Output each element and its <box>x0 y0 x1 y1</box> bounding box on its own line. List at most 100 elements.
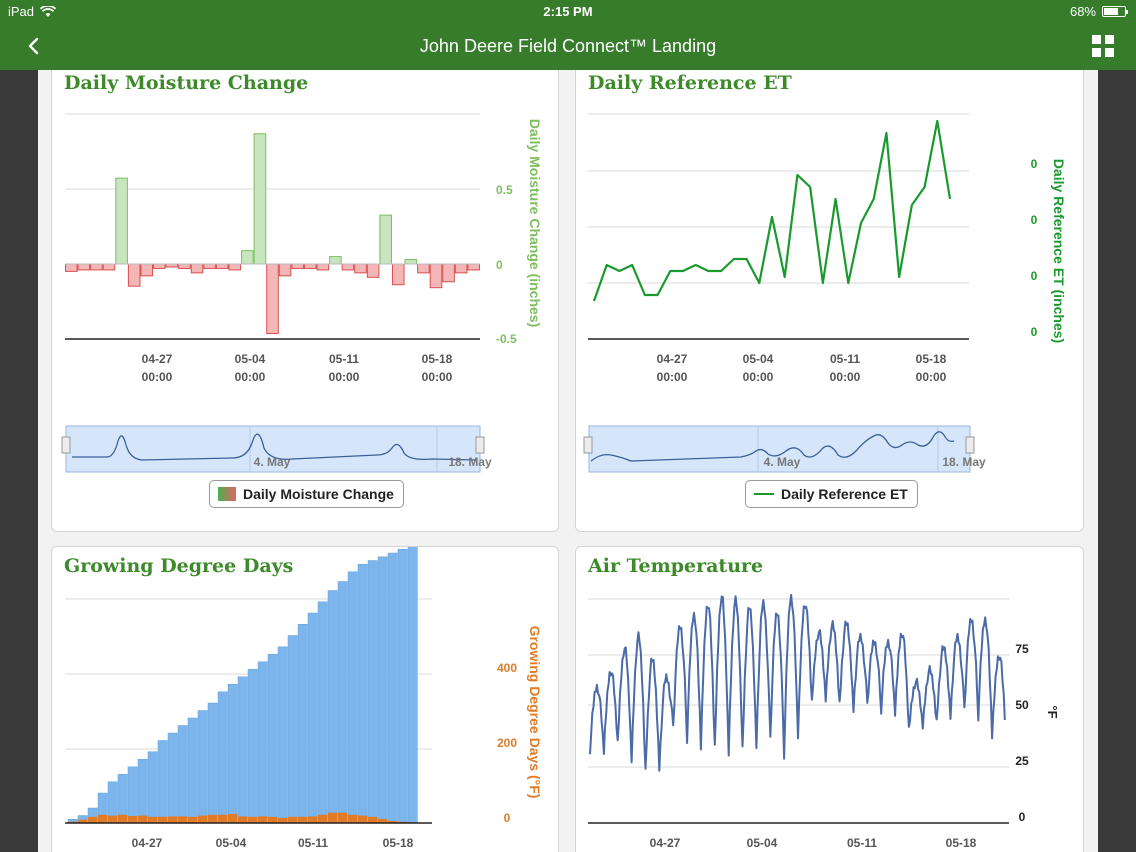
et-legend[interactable]: Daily Reference ET <box>745 480 918 508</box>
et-card: Daily Reference ET 0 0 0 0 04-27 00:00 05-04 00… <box>575 70 1084 532</box>
et-legend-label: Daily Reference ET <box>781 486 908 502</box>
temp-x-tick: 05-11 <box>847 836 877 850</box>
temp-y-tick: 75 <box>1015 642 1029 656</box>
gdd-bar <box>187 717 198 824</box>
gdd-inner-bar <box>308 816 318 823</box>
gdd-bar <box>377 556 388 824</box>
moisture-card-title: Daily Moisture Change <box>64 72 309 94</box>
et-chart[interactable]: 0 0 0 0 04-27 00:00 05-04 00:00 05-11 00:00 05-18 0… <box>576 70 1084 532</box>
moisture-y-tick: -0.5 <box>496 332 517 346</box>
moisture-bar <box>454 263 468 274</box>
gdd-inner-bar <box>148 816 158 823</box>
moisture-bar <box>303 263 317 269</box>
device-name: iPad <box>8 4 35 19</box>
gdd-bar <box>157 740 168 824</box>
gdd-bar <box>227 684 238 824</box>
moisture-legend-label: Daily Moisture Change <box>243 486 394 502</box>
gdd-bar <box>237 676 248 824</box>
temp-y-axis-label: °F <box>1045 705 1060 718</box>
status-bar: iPad 2:15 PM 68% <box>0 0 1136 24</box>
gdd-y-tick: 400 <box>497 661 517 675</box>
gdd-inner-bar <box>98 814 108 823</box>
moisture-bar <box>178 263 191 269</box>
temp-y-tick: 50 <box>1015 698 1029 712</box>
temp-card-title: Air Temperature <box>588 555 764 577</box>
et-navigator-line <box>590 431 955 462</box>
moisture-y-axis-label: Daily Moisture Change (inches) <box>527 119 543 327</box>
gdd-inner-bar <box>388 820 398 823</box>
et-x-tick-time: 00:00 <box>657 370 688 384</box>
moisture-bar <box>354 263 367 274</box>
gdd-inner-bar <box>78 819 88 823</box>
grid-icon[interactable] <box>1090 33 1116 59</box>
gdd-bar <box>407 547 418 824</box>
gdd-inner-bar <box>368 816 378 823</box>
gdd-bar <box>327 590 338 824</box>
et-x-tick-date: 04-27 <box>657 352 688 366</box>
gdd-x-tick: 05-18 <box>383 836 414 850</box>
gdd-inner-bar <box>208 814 218 823</box>
moisture-bar <box>291 263 304 269</box>
gdd-y-tick: 200 <box>497 736 517 750</box>
gdd-bar <box>337 581 348 824</box>
moisture-chart[interactable]: 0.5 0 -0.5 04-27 00:00 05-04 00:00 05-11 00:00 05… <box>52 70 559 532</box>
moisture-bar <box>203 263 216 269</box>
moisture-bar <box>467 263 481 271</box>
gdd-inner-bar <box>378 818 388 823</box>
moisture-bar <box>404 259 418 265</box>
moisture-bar <box>190 263 204 274</box>
et-card-title: Daily Reference ET <box>588 72 792 94</box>
battery-percent: 68% <box>1069 4 1096 19</box>
gdd-bar <box>317 601 328 824</box>
gdd-inner-bar <box>138 815 148 823</box>
gdd-inner-bar <box>258 816 268 823</box>
gdd-bar <box>297 624 308 824</box>
gdd-inner-bar <box>228 813 238 823</box>
gdd-inner-bar <box>278 818 288 823</box>
gdd-inner-bar <box>168 816 178 823</box>
et-legend-swatch <box>754 493 774 495</box>
gdd-bar <box>397 549 408 824</box>
moisture-bar <box>127 263 141 287</box>
temp-x-tick: 05-18 <box>946 836 977 850</box>
gdd-bar <box>367 560 378 824</box>
moisture-x-tick-time: 00:00 <box>235 370 266 384</box>
gdd-inner-bar <box>188 816 198 823</box>
et-x-tick-time: 00:00 <box>743 370 774 384</box>
moisture-x-tick-date: 05-18 <box>422 352 453 366</box>
moisture-legend[interactable]: Daily Moisture Change <box>209 480 404 508</box>
et-x-tick-time: 00:00 <box>830 370 861 384</box>
gdd-inner-bar <box>328 812 338 823</box>
moisture-navigator-handle-right <box>475 436 485 454</box>
battery-icon <box>1102 6 1128 17</box>
moisture-bar <box>429 263 443 289</box>
gdd-inner-bar <box>218 814 228 823</box>
gdd-bar <box>357 564 368 824</box>
moisture-navigator-label: 4. May <box>254 455 291 469</box>
temp-y-tick: 25 <box>1015 754 1029 768</box>
moisture-bar <box>442 263 455 283</box>
gdd-bar <box>127 766 138 824</box>
status-time: 2:15 PM <box>543 4 593 19</box>
dashboard: Daily Moisture Change 0.5 0 -0.5 04-27 00:00… <box>38 70 1098 852</box>
gdd-inner-bar <box>288 816 298 823</box>
moisture-card: Daily Moisture Change 0.5 0 -0.5 04-27 00:00… <box>51 70 559 532</box>
chevron-left-icon[interactable] <box>20 31 50 61</box>
moisture-navigator-label: 18. May <box>448 455 492 469</box>
temp-card: Air Temperature 75 50 25 0 04-27 05-04 05-11 05… <box>575 546 1084 852</box>
moisture-x-tick-date: 05-11 <box>329 352 359 366</box>
moisture-navigator-handle-left <box>61 436 71 454</box>
et-navigator-handle-left <box>583 436 593 454</box>
gdd-bar <box>167 732 178 824</box>
moisture-x-tick-date: 04-27 <box>142 352 173 366</box>
gdd-card-title: Growing Degree Days <box>64 555 294 577</box>
moisture-bar <box>341 263 355 271</box>
et-y-tick: 0 <box>1031 269 1038 283</box>
temp-chart[interactable]: 75 50 25 0 04-27 05-04 05-11 05-18 °F <box>576 547 1084 852</box>
moisture-legend-swatch <box>218 487 236 501</box>
page-title: John Deere Field Connect™ Landing <box>419 36 717 56</box>
moisture-bar <box>228 263 242 271</box>
moisture-x-tick-time: 00:00 <box>142 370 173 384</box>
temp-x-tick: 04-27 <box>650 836 681 850</box>
